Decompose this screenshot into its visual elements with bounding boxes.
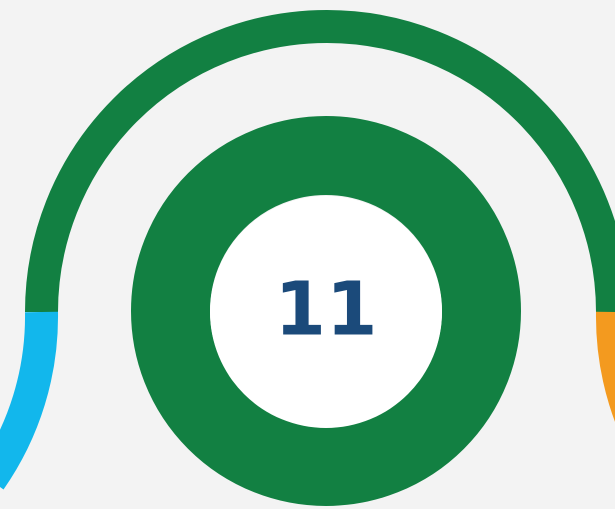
left-arc <box>0 311 59 490</box>
ring <box>131 116 521 506</box>
center-label: 11 <box>275 267 378 353</box>
top-arc <box>25 10 615 313</box>
right-arc <box>595 311 615 422</box>
inner-circle <box>210 196 442 428</box>
